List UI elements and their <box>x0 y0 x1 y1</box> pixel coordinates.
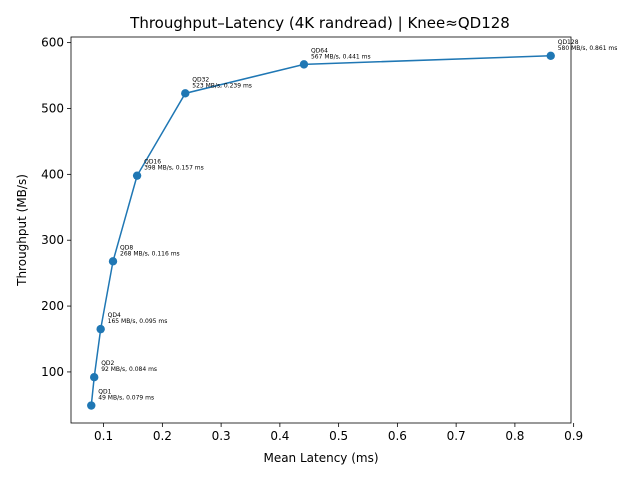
data-point <box>108 257 118 266</box>
x-tick-label: 0.3 <box>212 429 231 443</box>
y-tick-label: 200 <box>41 299 64 313</box>
data-point <box>96 324 105 334</box>
data-point <box>87 401 96 410</box>
y-axis: 100 200 300 400 500 600 <box>41 36 71 379</box>
y-tick-label: 600 <box>41 36 64 50</box>
data-point <box>546 51 555 61</box>
data-points <box>87 51 555 410</box>
chart-title: Throughput–Latency (4K randread) | Knee≈… <box>129 14 510 32</box>
x-tick-label: 0.1 <box>94 429 113 443</box>
y-tick-label: 500 <box>41 101 64 115</box>
data-label-name: QD32 <box>192 76 209 83</box>
data-label-value: 523 MB/s, 0.239 ms <box>192 82 252 89</box>
data-label-value: 49 MB/s, 0.079 ms <box>98 395 154 402</box>
data-label-value: 92 MB/s, 0.084 ms <box>101 366 157 373</box>
data-label-name: QD4 <box>108 312 121 319</box>
data-point <box>299 60 309 69</box>
x-tick-label: 0.5 <box>329 429 348 443</box>
x-axis: 0.1 0.2 0.3 0.4 0.5 0.6 0.7 0.8 0.9 <box>94 423 583 443</box>
series-line <box>90 55 551 406</box>
data-label-value: 165 MB/s, 0.095 ms <box>108 318 168 325</box>
data-label-name: QD2 <box>101 360 114 367</box>
y-tick-label: 400 <box>41 167 64 181</box>
data-point <box>181 89 190 98</box>
plot-frame <box>70 36 572 424</box>
x-axis-label: Mean Latency (ms) <box>263 451 378 465</box>
data-point <box>90 372 99 382</box>
data-label-value: 268 MB/s, 0.116 ms <box>120 250 180 257</box>
x-tick-label: 0.8 <box>505 429 524 443</box>
data-label-value: 580 MB/s, 0.861 ms <box>558 45 618 52</box>
data-label-name: QD128 <box>558 39 579 46</box>
x-tick-label: 0.7 <box>447 429 466 443</box>
x-tick-label: 0.4 <box>270 429 289 443</box>
y-axis-label: Throughput (MB/s) <box>15 174 29 287</box>
y-tick-label: 300 <box>41 233 64 247</box>
data-label-name: QD64 <box>311 47 328 54</box>
data-label-value: 567 MB/s, 0.441 ms <box>311 53 371 60</box>
x-tick-label: 0.9 <box>564 429 583 443</box>
x-tick-label: 0.6 <box>388 429 407 443</box>
x-tick-label: 0.2 <box>153 429 172 443</box>
data-label-name: QD16 <box>144 159 161 166</box>
data-point <box>132 171 142 180</box>
data-label-value: 398 MB/s, 0.157 ms <box>144 165 204 172</box>
data-label-name: QD8 <box>120 244 133 251</box>
data-label-name: QD1 <box>98 389 111 396</box>
y-tick-label: 100 <box>41 365 64 379</box>
